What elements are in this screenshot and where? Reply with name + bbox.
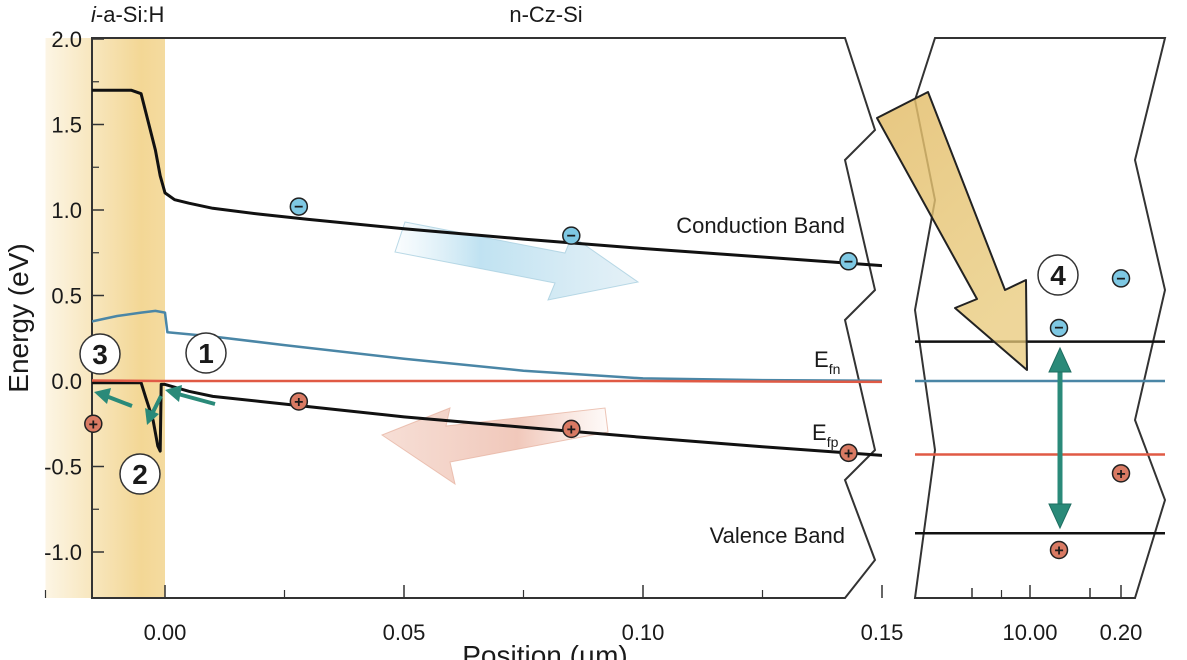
y-tick-label: -1.0: [44, 540, 82, 565]
generation-double-arrow: [1048, 346, 1072, 530]
electron-sign: −: [844, 254, 853, 271]
x-axis-label: Position (µm): [462, 640, 628, 660]
hole-flow-arrow: [380, 407, 609, 486]
photon-absorption-arrow: [876, 91, 1028, 371]
hole-sign: +: [1054, 543, 1063, 560]
step-3-label: 3: [92, 339, 108, 370]
efp-sub: fp: [827, 434, 839, 450]
main-plot-frame: [91, 37, 877, 599]
title-italic-prefix: i: [91, 2, 97, 27]
y-axis-label: Energy (eV): [3, 243, 34, 392]
hole: +: [562, 419, 581, 439]
hole: +: [84, 414, 103, 433]
x-tick-label: 0.20: [1100, 620, 1143, 645]
inset-x-ticks: 10.00: [971, 585, 1091, 645]
efp-curve: [92, 379, 882, 384]
holes: ++++++: [84, 392, 1131, 483]
y-tick-label: 1.0: [51, 198, 82, 223]
x-tick-label: 0.05: [383, 620, 426, 645]
title-rest: -a-Si:H: [96, 2, 164, 27]
conduction-band-curve: [92, 88, 882, 268]
inset-x-tick-label: 10.00: [1002, 620, 1057, 645]
inset-hole: +: [1049, 540, 1069, 560]
x-tick-label: 0.10: [622, 620, 665, 645]
electron-flow-arrow: [394, 221, 640, 301]
electrons: −−−−−: [289, 197, 1131, 288]
x-tick-label: 0.15: [861, 620, 904, 645]
step-2-label: 2: [132, 459, 148, 490]
electron: −: [562, 226, 581, 245]
valence-band-label: Valence Band: [710, 523, 845, 548]
inset-electron: −: [1049, 318, 1069, 338]
y-axis-ticks: 2.0 1.5 1.0 0.5 0.0 -0.5 -1.0: [44, 27, 104, 565]
step-marker-1: 1: [185, 332, 227, 374]
hole-body: [289, 392, 309, 411]
efp-label: Efp: [812, 420, 839, 450]
x-tick-label: 0.00: [144, 620, 187, 645]
hole-sign: +: [844, 445, 853, 462]
hole-sign: +: [1116, 466, 1125, 483]
crystalline-layer-title: n-Cz-Si: [509, 2, 582, 27]
y-tick-label: 0.5: [51, 284, 82, 309]
electron-sign: −: [567, 228, 576, 245]
electron-sign: −: [1116, 271, 1125, 288]
y-tick-label: -0.5: [44, 455, 82, 480]
valence-band-curve: [92, 381, 882, 457]
electron: −: [839, 252, 858, 271]
electron-sign: −: [1054, 320, 1063, 337]
x-axis-ticks: 0.000.050.100.150.200.25: [44, 585, 1143, 645]
interface-transport-arrows: [94, 385, 216, 425]
electron-body: [1111, 269, 1131, 288]
step-marker-2: 2: [119, 453, 161, 495]
electron-body: [289, 197, 309, 216]
electron-body: [839, 252, 858, 271]
step-marker-3: 3: [79, 333, 121, 375]
electron: −: [289, 197, 309, 216]
inset-band-levels: [915, 340, 1165, 535]
hole: +: [1111, 464, 1131, 483]
step-marker-4: 4: [1037, 254, 1079, 296]
hole-body: [84, 414, 103, 433]
hole-sign: +: [89, 416, 98, 433]
step-4-label: 4: [1050, 260, 1066, 291]
efn-main: E: [814, 347, 829, 372]
electron: −: [1111, 269, 1131, 288]
step-1-label: 1: [198, 338, 214, 369]
electron-sign: −: [294, 199, 303, 216]
efp-main: E: [812, 420, 827, 445]
amorphous-layer-title: i-a-Si:H: [91, 2, 164, 27]
hole-sign: +: [567, 421, 576, 438]
efn-label: Efn: [814, 347, 840, 377]
y-tick-label: 0.0: [51, 369, 82, 394]
hole: +: [289, 392, 309, 411]
hole-body: [1111, 464, 1131, 483]
inset-plot-frame: [913, 37, 1167, 599]
hole-body: [562, 419, 581, 439]
efn-sub: fn: [829, 361, 841, 377]
conduction-band-label: Conduction Band: [676, 213, 845, 238]
hole-body: [839, 443, 858, 463]
y-tick-label: 2.0: [51, 27, 82, 52]
y-tick-label: 1.5: [51, 113, 82, 138]
hole-sign: +: [294, 394, 303, 411]
electron-body: [562, 226, 581, 245]
hole: +: [839, 443, 858, 463]
